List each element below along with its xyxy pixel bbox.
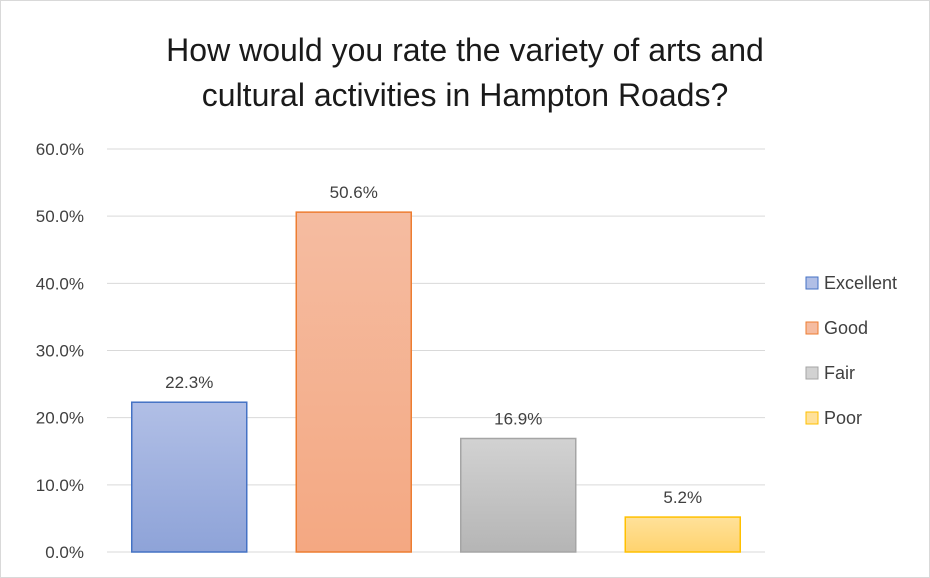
data-label-excellent: 22.3%	[165, 373, 213, 392]
legend-swatch-fair	[805, 366, 819, 380]
bars	[131, 211, 741, 553]
y-tick-label: 20.0%	[36, 409, 84, 428]
y-tick-label: 60.0%	[36, 140, 84, 159]
legend-label-good: Good	[824, 318, 868, 338]
bar-fair	[460, 437, 577, 553]
legend-label-poor: Poor	[824, 408, 862, 428]
y-tick-label: 40.0%	[36, 274, 84, 293]
legend: Excellent Good Fair Poor	[805, 273, 897, 428]
legend-swatch-good	[805, 321, 819, 335]
y-tick-label: 30.0%	[36, 342, 84, 361]
data-label-good: 50.6%	[330, 183, 378, 202]
data-label-fair: 16.9%	[494, 409, 542, 428]
y-tick-label: 50.0%	[36, 207, 84, 226]
legend-swatch-poor	[805, 411, 819, 425]
y-tick-label: 10.0%	[36, 476, 84, 495]
bar-good	[295, 211, 412, 553]
data-label-poor: 5.2%	[663, 488, 702, 507]
chart-title-line-1: How would you rate the variety of arts a…	[166, 32, 764, 68]
legend-swatch-excellent	[805, 276, 819, 290]
y-tick-label: 0.0%	[45, 543, 84, 562]
chart-title: How would you rate the variety of arts a…	[0, 28, 930, 118]
y-axis: 0.0% 10.0% 20.0% 30.0% 40.0% 50.0% 60.0%	[36, 140, 84, 562]
chart-title-line-2: cultural activities in Hampton Roads?	[201, 77, 729, 113]
legend-label-fair: Fair	[824, 363, 855, 383]
bar-poor	[624, 516, 741, 553]
data-labels: 22.3% 50.6% 16.9% 5.2%	[165, 183, 702, 507]
bar-excellent	[131, 401, 248, 553]
legend-label-excellent: Excellent	[824, 273, 897, 293]
